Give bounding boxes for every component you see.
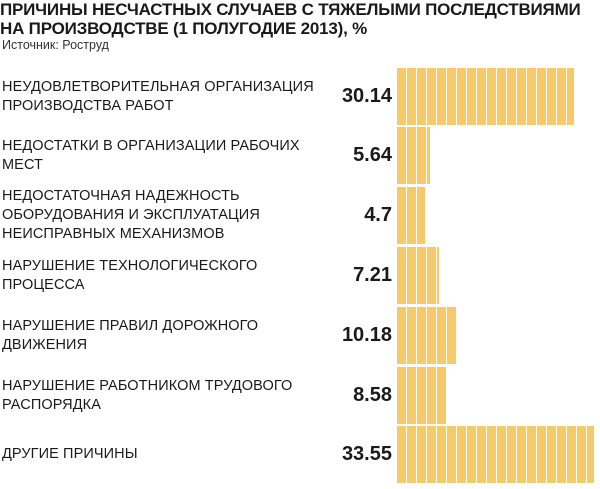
category-label: НАРУШЕНИЕ ТЕХНОЛОГИЧЕСКОГО ПРОЦЕССА bbox=[2, 257, 258, 293]
bar-row: НАРУШЕНИЕ ПРАВИЛ ДОРОЖНОГО ДВИЖЕНИЯ 10.18 bbox=[0, 307, 600, 364]
category-label: ДРУГИЕ ПРИЧИНЫ bbox=[2, 446, 138, 462]
chart-source: Источник: Роструд bbox=[2, 38, 109, 52]
bar-row: НЕДОСТАТОЧНАЯ НАДЕЖНОСТЬ ОБОРУДОВАНИЯ И … bbox=[0, 187, 600, 244]
category-label: НАРУШЕНИЕ РАБОТНИКОМ ТРУДОВОГО РАСПОРЯДК… bbox=[2, 377, 293, 413]
value-label: 4.7 bbox=[364, 204, 392, 226]
chart-title: ПРИЧИНЫ НЕСЧАСТНЫХ СЛУЧАЕВ С ТЯЖЕЛЫМИ ПО… bbox=[0, 0, 581, 38]
bar-row: НАРУШЕНИЕ ТЕХНОЛОГИЧЕСКОГО ПРОЦЕССА 7.21 bbox=[0, 247, 600, 304]
value-label: 8.58 bbox=[353, 384, 392, 406]
bar-row: НЕУДОВЛЕТВОРИТЕЛЬНАЯ ОРГАНИЗАЦИЯ ПРОИЗВО… bbox=[0, 68, 600, 125]
bar-row: ДРУГИЕ ПРИЧИНЫ 33.55 bbox=[0, 426, 600, 483]
bar bbox=[395, 367, 448, 424]
bar bbox=[395, 68, 574, 125]
value-label: 5.64 bbox=[353, 144, 392, 166]
bar bbox=[395, 307, 457, 364]
bar bbox=[395, 127, 431, 184]
value-label: 30.14 bbox=[341, 85, 392, 107]
bar-row: НАРУШЕНИЕ РАБОТНИКОМ ТРУДОВОГО РАСПОРЯДК… bbox=[0, 367, 600, 424]
value-label: 33.55 bbox=[341, 443, 392, 465]
bar bbox=[395, 187, 425, 244]
category-label: НЕУДОВЛЕТВОРИТЕЛЬНАЯ ОРГАНИЗАЦИЯ ПРОИЗВО… bbox=[2, 78, 314, 114]
category-label: НЕДОСТАТКИ В ОРГАНИЗАЦИИ РАБОЧИХ МЕСТ bbox=[2, 137, 300, 173]
bar bbox=[395, 426, 594, 483]
category-label: НАРУШЕНИЕ ПРАВИЛ ДОРОЖНОГО ДВИЖЕНИЯ bbox=[2, 317, 259, 353]
category-label: НЕДОСТАТОЧНАЯ НАДЕЖНОСТЬ ОБОРУДОВАНИЯ И … bbox=[2, 188, 260, 242]
bar-row: НЕДОСТАТКИ В ОРГАНИЗАЦИИ РАБОЧИХ МЕСТ 5.6… bbox=[0, 127, 600, 184]
bar bbox=[395, 247, 440, 304]
value-label: 7.21 bbox=[353, 264, 392, 286]
value-label: 10.18 bbox=[341, 324, 392, 346]
